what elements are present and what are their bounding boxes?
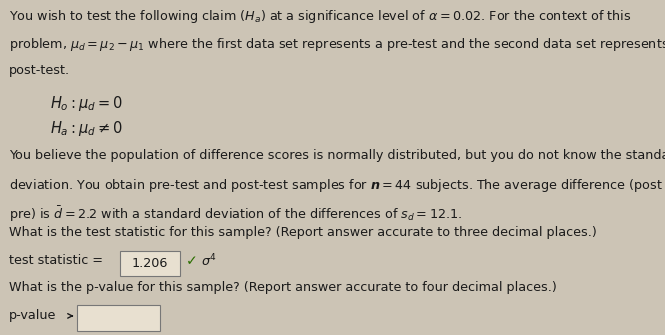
Text: 1.206: 1.206 (132, 257, 168, 270)
Text: $H_o : \mu_d = 0$: $H_o : \mu_d = 0$ (50, 94, 123, 113)
Text: p-value: p-value (9, 309, 56, 322)
Text: pre) is $\bar{d} = 2.2$ with a standard deviation of the differences of $s_d = 1: pre) is $\bar{d} = 2.2$ with a standard … (9, 204, 462, 224)
Text: What is the p-value for this sample? (Report answer accurate to four decimal pla: What is the p-value for this sample? (Re… (9, 281, 557, 294)
Text: ✓: ✓ (186, 254, 198, 268)
Text: You believe the population of difference scores is normally distributed, but you: You believe the population of difference… (9, 149, 665, 162)
Text: test statistic =: test statistic = (9, 254, 106, 267)
Text: What is the test statistic for this sample? (Report answer accurate to three dec: What is the test statistic for this samp… (9, 226, 597, 239)
Text: post-test.: post-test. (9, 64, 70, 77)
Text: problem, $\mu_d = \mu_2 - \mu_1$ where the first data set represents a pre-test : problem, $\mu_d = \mu_2 - \mu_1$ where t… (9, 36, 665, 53)
Text: deviation. You obtain pre-test and post-test samples for $\boldsymbol{n} = 44$ s: deviation. You obtain pre-test and post-… (9, 177, 665, 194)
Text: $\sigma^4$: $\sigma^4$ (201, 252, 217, 269)
FancyBboxPatch shape (120, 251, 180, 276)
Text: $H_a : \mu_d \neq 0$: $H_a : \mu_d \neq 0$ (50, 119, 123, 138)
Text: You wish to test the following claim ($H_a$) at a significance level of $\alpha : You wish to test the following claim ($H… (9, 8, 631, 25)
FancyBboxPatch shape (77, 305, 160, 331)
